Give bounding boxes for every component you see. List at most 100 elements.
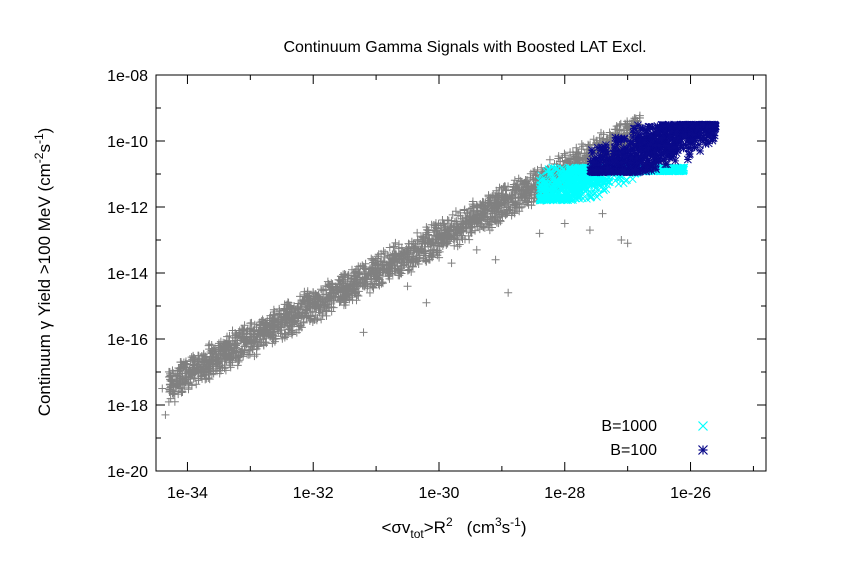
data-point: [631, 165, 640, 174]
data-point: [413, 228, 422, 237]
data-point: [380, 265, 389, 274]
data-point: [609, 158, 617, 166]
y-tick-label: 1e-10: [107, 134, 148, 151]
data-point: [197, 365, 206, 374]
data-point: [604, 161, 613, 170]
y-tick-label: 1e-20: [107, 464, 148, 481]
data-point: [671, 156, 680, 165]
data-point: [166, 371, 175, 380]
x-label-units-open: (cm: [467, 518, 495, 537]
data-point: [581, 174, 590, 183]
data-point: [373, 259, 382, 268]
data-point: [557, 167, 565, 176]
data-point: [654, 130, 663, 138]
data-point: [641, 166, 650, 175]
data-point: [646, 140, 655, 149]
data-point: [626, 138, 635, 147]
data-point: [282, 315, 291, 324]
x-label-prefix: <σv: [381, 518, 410, 537]
data-point: [438, 216, 447, 225]
data-point: [240, 321, 249, 330]
data-point: [661, 130, 670, 139]
data-point: [596, 151, 605, 160]
data-point: [594, 176, 603, 185]
data-point: [585, 226, 594, 235]
data-point: [327, 307, 336, 316]
data-point: [667, 127, 676, 136]
data-point: [660, 141, 669, 150]
data-point: [583, 184, 592, 193]
data-point: [354, 262, 363, 271]
data-point: [287, 326, 296, 335]
data-point: [453, 231, 462, 240]
data-point: [250, 352, 259, 361]
data-point: [318, 307, 327, 316]
data-point: [348, 280, 357, 289]
data-point: [502, 185, 511, 194]
data-point: [477, 202, 486, 211]
data-point: [593, 192, 601, 201]
series-b100: [586, 120, 720, 177]
data-point: [469, 202, 478, 211]
data-point: [397, 243, 406, 252]
data-point: [628, 133, 637, 142]
x-label-mid: >R: [424, 518, 446, 537]
data-point: [662, 148, 671, 157]
x-label-units-close: ): [521, 518, 527, 537]
data-point: [546, 167, 555, 176]
data-point: [290, 318, 299, 327]
data-point: [596, 164, 605, 173]
data-point: [300, 309, 309, 318]
y-label-sup1: -2: [32, 152, 46, 163]
data-point: [328, 284, 337, 293]
data-point: [250, 320, 259, 329]
data-point: [598, 209, 607, 218]
data-point: [599, 130, 608, 139]
data-point: [669, 150, 678, 159]
data-point: [607, 153, 616, 162]
data-point: [226, 363, 235, 372]
data-point: [567, 158, 576, 167]
data-point: [465, 223, 474, 232]
data-point: [606, 156, 615, 165]
data-point: [303, 287, 312, 296]
data-point: [448, 210, 457, 219]
data-point: [641, 160, 650, 169]
data-point: [224, 336, 233, 345]
data-point: [517, 192, 526, 201]
data-point: [627, 158, 636, 167]
data-point: [636, 147, 645, 156]
data-point: [413, 257, 422, 266]
data-point: [222, 337, 231, 346]
data-point: [247, 326, 256, 335]
data-point: [199, 360, 208, 369]
data-point: [642, 130, 651, 139]
data-point: [189, 368, 198, 376]
data-point: [602, 185, 611, 194]
y-tick-label: 1e-14: [107, 266, 148, 283]
data-point: [453, 242, 462, 251]
data-point: [390, 251, 399, 260]
data-point: [554, 152, 563, 161]
y-tick-label: 1e-08: [107, 68, 148, 85]
data-point: [614, 167, 623, 176]
data-point: [568, 174, 577, 183]
data-point: [384, 269, 393, 277]
data-point: [428, 253, 437, 262]
data-point: [604, 167, 613, 176]
data-point: [642, 148, 651, 157]
data-point: [210, 344, 219, 353]
data-point: [390, 258, 399, 267]
data-point: [467, 204, 476, 213]
data-point: [284, 298, 293, 307]
data-point: [679, 140, 688, 149]
data-point: [686, 144, 695, 152]
data-point: [437, 239, 446, 248]
data-point: [602, 177, 611, 186]
data-point: [200, 358, 209, 367]
data-point: [473, 216, 482, 225]
data-point: [607, 166, 616, 175]
data-point: [285, 302, 294, 311]
data-point: [182, 375, 191, 384]
